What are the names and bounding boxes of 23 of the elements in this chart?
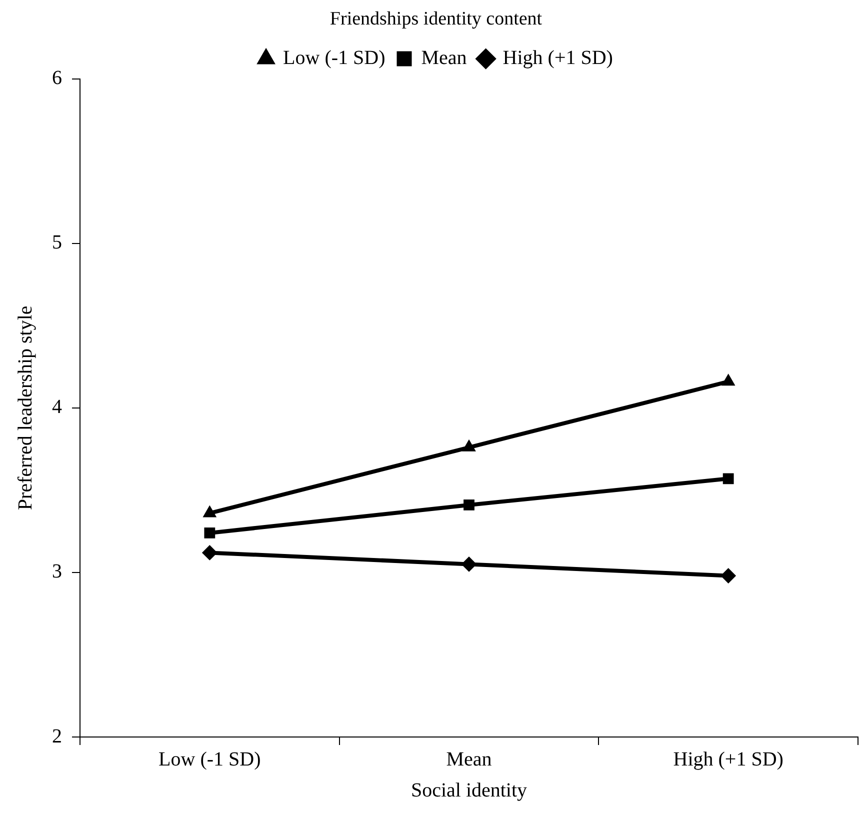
y-tick-label: 2 — [52, 725, 62, 748]
y-axis-title: Preferred leadership style — [14, 306, 36, 510]
point — [462, 440, 476, 452]
y-tick-label: 4 — [52, 396, 62, 418]
point — [722, 374, 735, 386]
y-tick-label: 5 — [52, 232, 62, 254]
x-axis-title: Social identity — [410, 779, 528, 802]
point — [720, 568, 736, 584]
y-tick-label: 3 — [52, 560, 62, 583]
legend-label: Low (-1 SD) — [283, 47, 386, 70]
point — [464, 500, 474, 510]
y-tick-label: 6 — [52, 67, 62, 90]
x-tick-label: Low (-1 SD) — [158, 748, 261, 770]
x-tick-label: High (+1 SD) — [673, 748, 784, 770]
x-tick-label: Mean — [446, 748, 492, 770]
legend-label: High (+1 SD) — [502, 47, 613, 70]
point — [204, 528, 216, 538]
chart-title: Friendships identity content — [330, 8, 543, 30]
point — [462, 556, 476, 572]
legend-label: Mean — [421, 47, 467, 70]
point — [722, 473, 734, 484]
point — [202, 545, 218, 560]
point — [203, 506, 216, 518]
